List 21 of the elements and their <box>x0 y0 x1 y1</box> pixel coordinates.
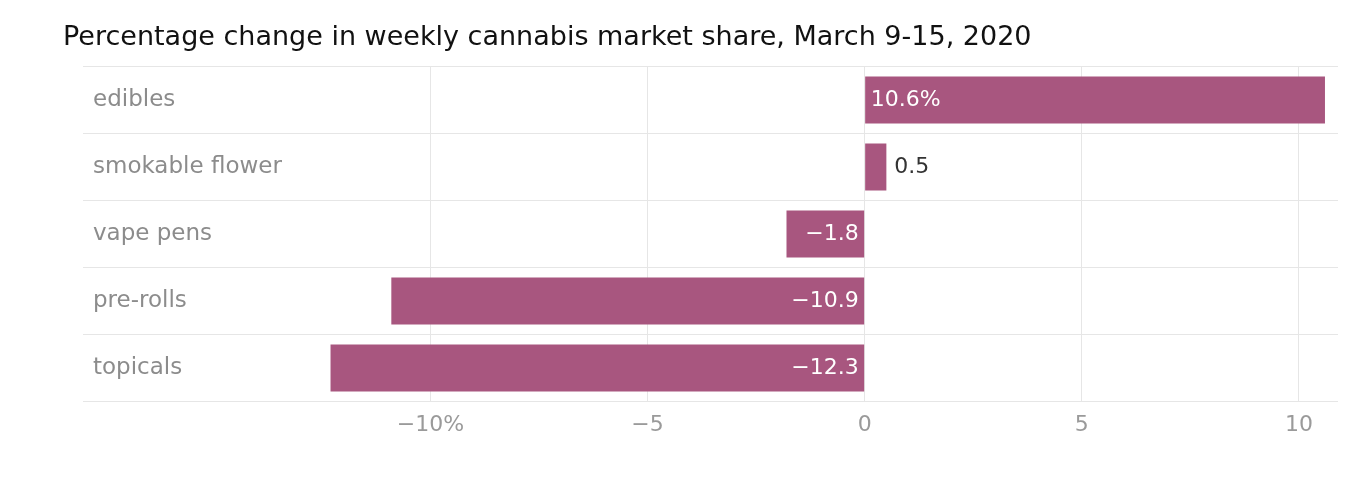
x-tick-label: 5 <box>1074 410 1089 436</box>
y-tick-label: vape pens <box>93 218 213 245</box>
y-tick-label: edibles <box>93 84 176 111</box>
x-tick-label: 10 <box>1284 410 1313 436</box>
y-tick-label: topicals <box>93 353 183 380</box>
data-label: −1.8 <box>805 219 859 245</box>
x-tick-label: 0 <box>857 410 872 436</box>
bar <box>865 143 887 191</box>
y-tick-label: pre-rolls <box>93 286 187 313</box>
x-tick-label: −10% <box>396 410 465 436</box>
data-label: 10.6% <box>870 85 941 111</box>
chart-title: Percentage change in weekly cannabis market share, March 9-15, 2020 <box>63 20 1032 52</box>
bar <box>330 344 865 392</box>
y-tick-label: smokable flower <box>93 151 283 178</box>
bar <box>786 210 865 258</box>
bar <box>865 76 1325 124</box>
data-label: 0.5 <box>894 152 930 178</box>
data-label: −12.3 <box>791 353 859 379</box>
data-label: −10.9 <box>791 286 859 312</box>
bar <box>391 277 865 325</box>
x-tick-label: −5 <box>631 410 664 436</box>
